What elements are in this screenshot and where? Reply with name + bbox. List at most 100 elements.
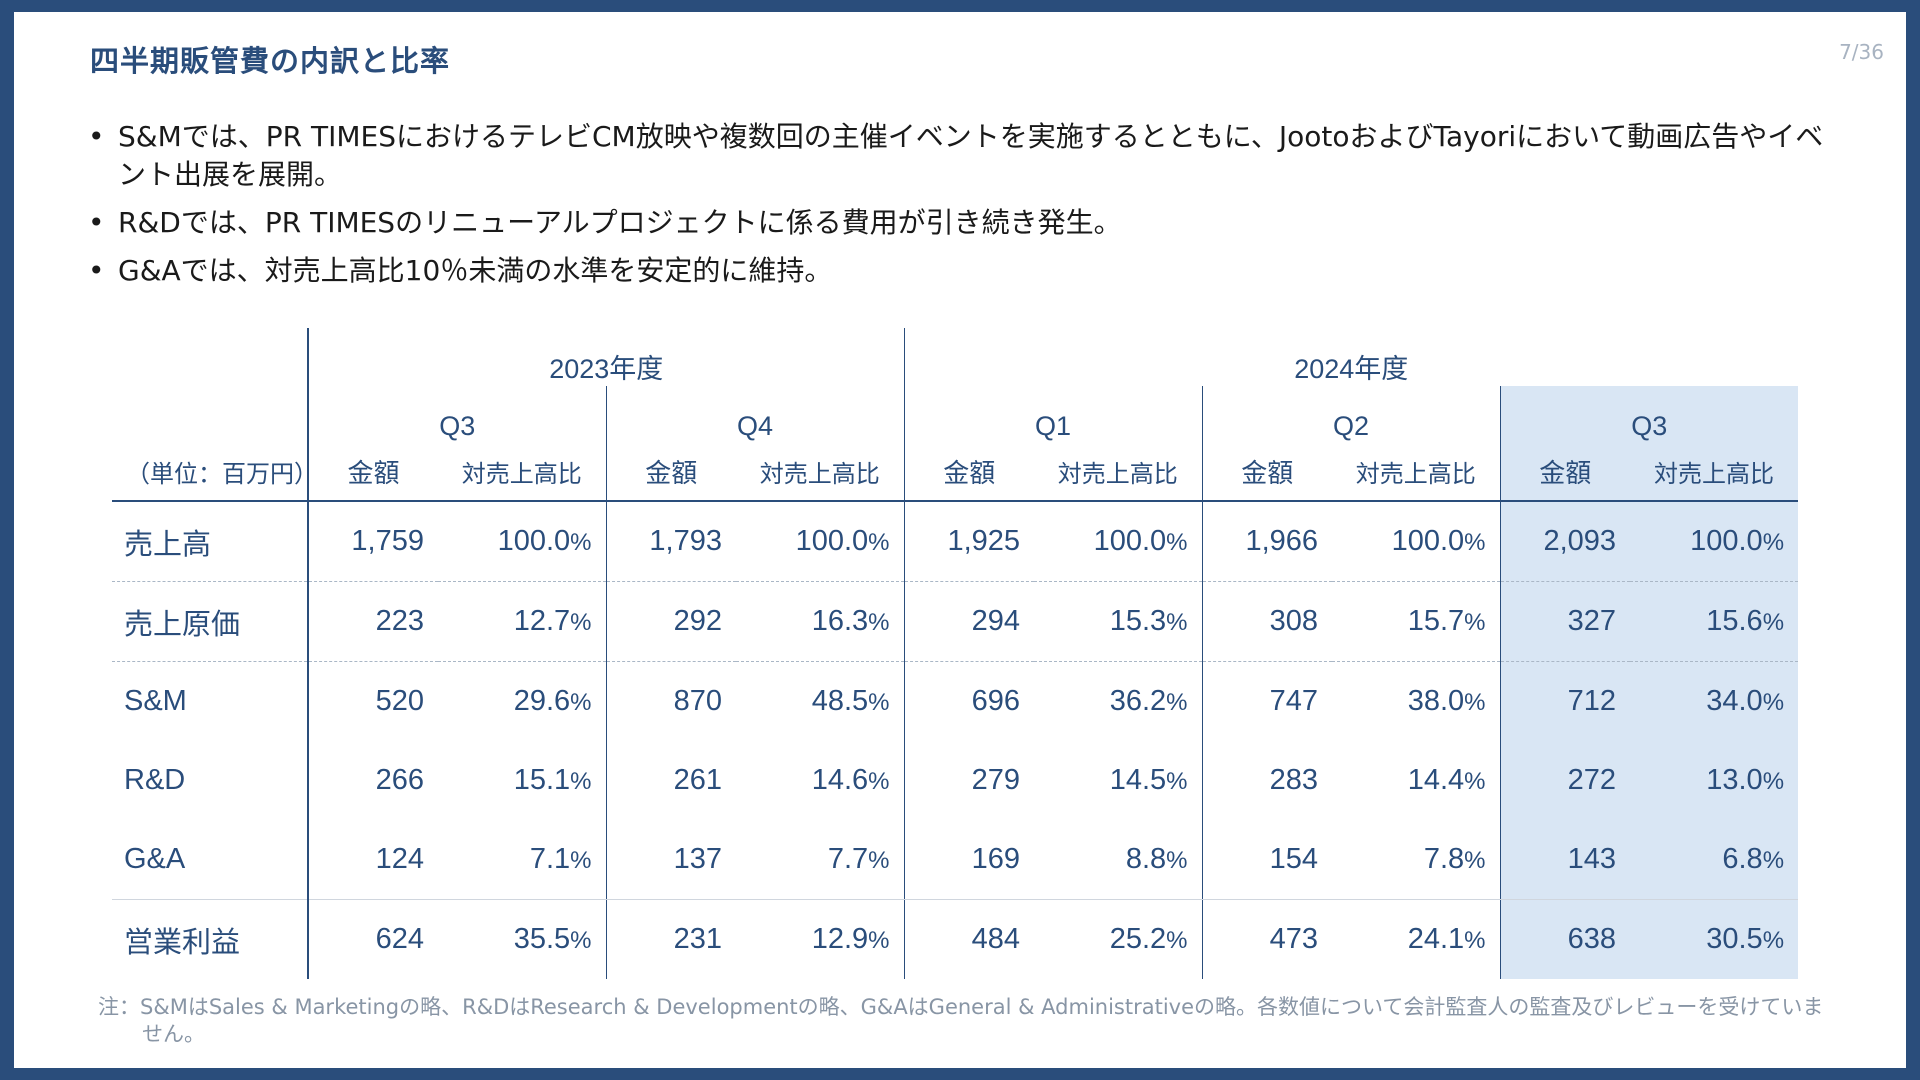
ratio-cell: 100.0% <box>1332 501 1501 582</box>
ratio-cell: 7.8% <box>1332 820 1501 900</box>
bullet-text: G&Aでは、対売上高比10％未満の水準を安定的に維持。 <box>118 254 833 287</box>
ratio-header: 対売上高比 <box>1630 442 1799 502</box>
amount-cell: 1,759 <box>307 501 438 582</box>
amount-cell: 624 <box>307 899 438 979</box>
amount-cell: 294 <box>903 581 1035 662</box>
quarter-header: Q1 <box>903 386 1203 442</box>
amount-cell: 223 <box>307 581 438 662</box>
ratio-header: 対売上高比 <box>438 442 606 502</box>
amount-header: 金額 <box>903 442 1035 502</box>
amount-cell: 327 <box>1499 581 1631 662</box>
ratio-cell: 15.6% <box>1630 581 1799 662</box>
footnote: 注：S&MはSales & Marketingの略、R&DはResearch &… <box>98 995 1824 1046</box>
amount-cell: 1,793 <box>605 501 736 582</box>
amount-cell: 279 <box>903 741 1035 820</box>
ratio-cell: 100.0% <box>736 501 905 582</box>
amount-cell: 484 <box>903 899 1035 979</box>
slide-title: 四半期販管費の内訳と比率 <box>90 44 451 78</box>
amount-cell: 169 <box>903 820 1035 900</box>
amount-cell: 154 <box>1201 820 1333 900</box>
ratio-cell: 30.5% <box>1630 899 1799 979</box>
table-row-rd: R&D 266 15.1% 261 14.6% 279 14.5% 283 14… <box>112 741 1799 820</box>
amount-cell: 473 <box>1201 899 1333 979</box>
bullet-item: • S&Mでは、PR TIMESにおけるテレビCM放映や複数回の主催イベントを実施… <box>88 118 1848 194</box>
amount-cell: 1,966 <box>1201 501 1333 582</box>
row-label: R&D <box>124 764 186 796</box>
bullet-text: R&Dでは、PR TIMESのリニューアルプロジェクトに係る費用が引き続き発生。 <box>118 206 1122 239</box>
ratio-cell: 7.7% <box>736 820 905 900</box>
ratio-cell: 12.7% <box>438 581 606 662</box>
ratio-header: 対売上高比 <box>1332 442 1501 502</box>
amount-cell: 696 <box>903 661 1035 741</box>
table-row-operating-profit: 営業利益 624 35.5% 231 12.9% 484 25.2% 473 2… <box>112 899 1799 979</box>
fiscal-year-2023-header: 2023年度 <box>306 328 905 386</box>
table-row-ga: G&A 124 7.1% 137 7.7% 169 8.8% 154 7.8% … <box>112 820 1799 900</box>
ratio-cell: 35.5% <box>513 923 592 955</box>
quarter-header: Q3 <box>1499 386 1799 442</box>
amount-cell: 137 <box>605 820 736 900</box>
amount-cell: 520 <box>307 661 438 741</box>
bullet-dot: • <box>88 206 105 239</box>
amount-cell: 747 <box>1201 661 1333 741</box>
bullet-item: • R&Dでは、PR TIMESのリニューアルプロジェクトに係る費用が引き続き発生… <box>88 204 1848 242</box>
ratio-cell: 12.9% <box>811 923 890 955</box>
row-label: 営業利益 <box>124 926 241 959</box>
amount-cell: 143 <box>1499 820 1631 900</box>
amount-cell: 261 <box>605 741 736 820</box>
ratio-cell: 100.0% <box>438 501 606 582</box>
ratio-cell: 13.0% <box>1630 741 1799 820</box>
quarter-header: Q2 <box>1201 386 1501 442</box>
ratio-cell: 15.1% <box>513 764 592 796</box>
ratio-cell: 38.0% <box>1407 685 1486 717</box>
fiscal-year-2024-header: 2024年度 <box>903 328 1799 386</box>
amount-cell: 292 <box>605 581 736 662</box>
table-row-sm: S&M 520 29.6% 870 48.5% 696 36.2% 747 38… <box>112 661 1799 741</box>
row-label: 売上原価 <box>112 581 308 662</box>
amount-cell: 231 <box>605 899 736 979</box>
bullet-list: • S&Mでは、PR TIMESにおけるテレビCM放映や複数回の主催イベントを実施… <box>88 118 1848 300</box>
ratio-cell: 25.2% <box>1109 923 1188 955</box>
ratio-cell: 48.5% <box>811 685 890 717</box>
table-row-cost-of-sales: 売上原価 223 12.7% 292 16.3% 294 15.3% 308 1… <box>112 581 1799 662</box>
row-label: G&A <box>112 820 308 900</box>
ratio-cell: 14.4% <box>1407 764 1486 796</box>
amount-cell: 124 <box>307 820 438 900</box>
ratio-cell: 34.0% <box>1630 661 1799 741</box>
bullet-text: S&Mでは、PR TIMESにおけるテレビCM放映や複数回の主催イベントを実施す… <box>118 120 1824 191</box>
bullet-item: • G&Aでは、対売上高比10％未満の水準を安定的に維持。 <box>88 252 1848 290</box>
slide: 四半期販管費の内訳と比率 7/36 • S&Mでは、PR TIMESにおけるテレビ… <box>14 12 1906 1068</box>
ratio-cell: 14.5% <box>1109 764 1188 796</box>
ratio-header: 対売上高比 <box>736 442 905 502</box>
quarter-header: Q4 <box>605 386 905 442</box>
header-blank <box>112 386 308 442</box>
amount-header: 金額 <box>1499 442 1631 502</box>
amount-cell: 308 <box>1201 581 1333 662</box>
amount-cell: 870 <box>605 661 736 741</box>
ratio-cell: 36.2% <box>1109 685 1188 717</box>
row-label: 売上高 <box>112 501 308 582</box>
table-row-revenue: 売上高 1,759 100.0% 1,793 100.0% 1,925 100.… <box>112 501 1799 582</box>
amount-header: 金額 <box>605 442 736 502</box>
amount-cell: 1,925 <box>903 501 1035 582</box>
ratio-header: 対売上高比 <box>1034 442 1203 502</box>
amount-cell: 283 <box>1201 741 1333 820</box>
row-label: S&M <box>124 685 187 717</box>
ratio-cell: 100.0% <box>1630 501 1799 582</box>
ratio-cell: 14.6% <box>811 764 890 796</box>
ratio-cell: 24.1% <box>1407 923 1486 955</box>
amount-header: 金額 <box>307 442 438 502</box>
quarter-header: Q3 <box>307 386 606 442</box>
amount-cell: 638 <box>1499 899 1631 979</box>
amount-cell: 712 <box>1499 661 1631 741</box>
unit-label: （単位：百万円） <box>112 442 318 502</box>
ratio-cell: 15.3% <box>1034 581 1203 662</box>
page-number: 7/36 <box>1839 40 1884 64</box>
header-blank <box>112 328 308 386</box>
amount-cell: 2,093 <box>1499 501 1631 582</box>
ratio-cell: 100.0% <box>1034 501 1203 582</box>
amount-header: 金額 <box>1201 442 1333 502</box>
ratio-cell: 8.8% <box>1034 820 1203 900</box>
amount-cell: 272 <box>1499 741 1631 820</box>
ratio-cell: 7.1% <box>438 820 606 900</box>
amount-cell: 266 <box>307 741 438 820</box>
